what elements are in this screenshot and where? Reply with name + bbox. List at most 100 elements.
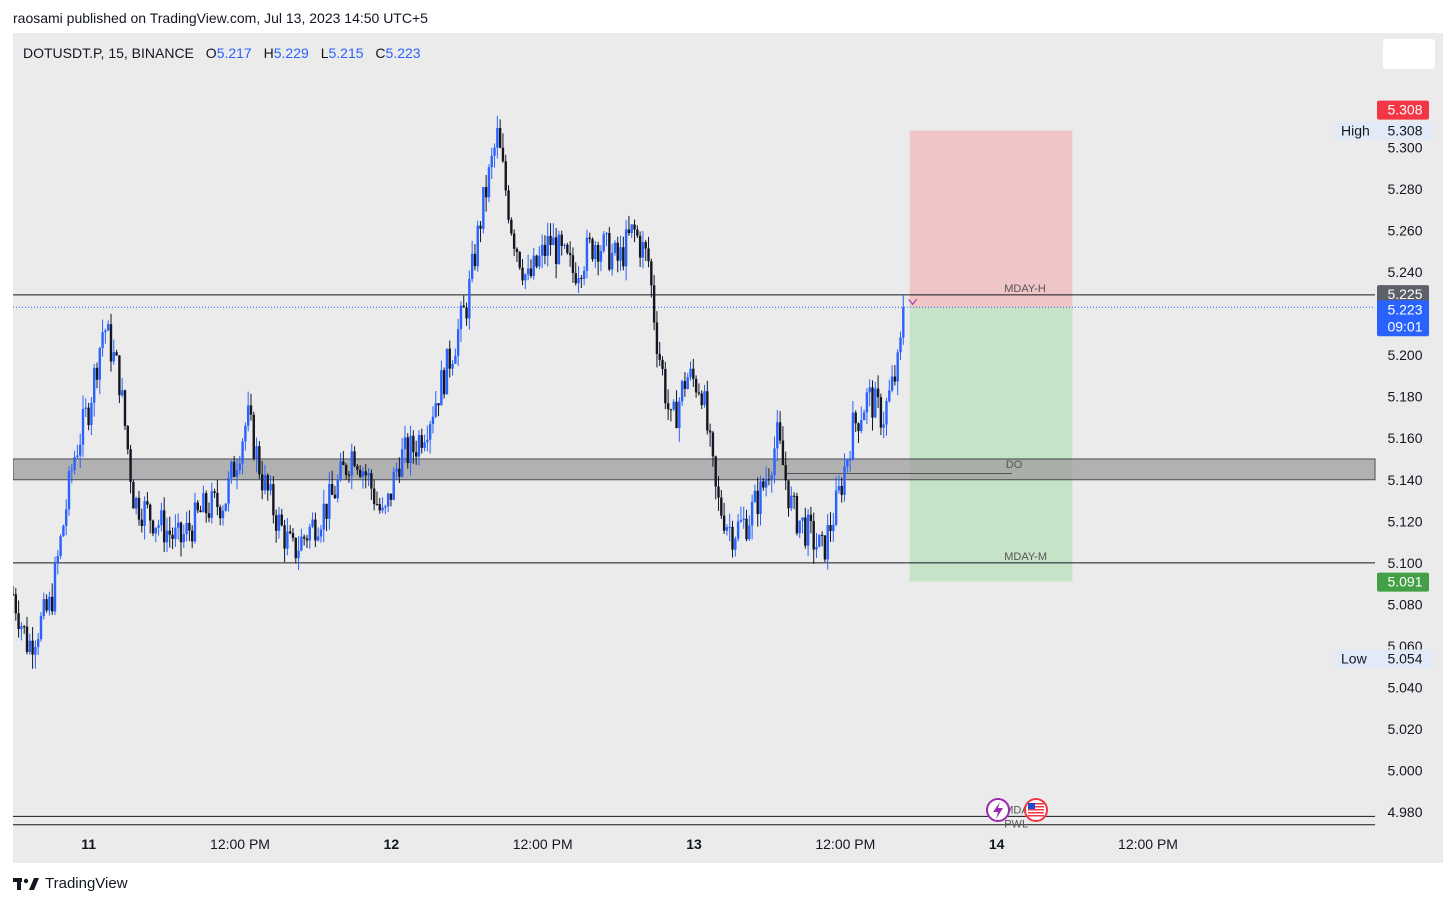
candle-body[interactable] xyxy=(703,391,706,406)
candle-body[interactable] xyxy=(717,486,720,498)
candle-body[interactable] xyxy=(42,599,45,617)
candle-body[interactable] xyxy=(896,352,899,382)
candle-body[interactable] xyxy=(711,432,715,457)
level-price-tag[interactable] xyxy=(1377,285,1429,305)
candle-body[interactable] xyxy=(557,234,561,265)
candle-body[interactable] xyxy=(692,368,695,379)
candle-body[interactable] xyxy=(448,348,451,369)
candle-body[interactable] xyxy=(641,242,645,258)
candle-body[interactable] xyxy=(344,464,348,475)
candle-body[interactable] xyxy=(501,147,505,162)
candle-body[interactable] xyxy=(756,490,759,515)
candle-body[interactable] xyxy=(658,353,661,360)
candle-body[interactable] xyxy=(440,370,443,406)
candle-body[interactable] xyxy=(750,501,754,526)
candle-body[interactable] xyxy=(840,486,843,495)
candle-body[interactable] xyxy=(112,352,115,362)
candle-body[interactable] xyxy=(661,359,664,369)
candle-body[interactable] xyxy=(630,224,633,234)
candle-body[interactable] xyxy=(549,235,552,246)
candle-body[interactable] xyxy=(347,474,351,476)
candle-body[interactable] xyxy=(115,352,118,356)
candle-body[interactable] xyxy=(655,322,659,354)
candle-body[interactable] xyxy=(664,368,667,404)
candle-body[interactable] xyxy=(132,481,135,509)
candle-body[interactable] xyxy=(196,502,199,511)
candle-body[interactable] xyxy=(860,420,863,432)
candle-body[interactable] xyxy=(358,469,362,477)
candle-body[interactable] xyxy=(412,435,415,453)
candle-body[interactable] xyxy=(826,524,829,560)
candle-body[interactable] xyxy=(736,521,740,539)
candle-body[interactable] xyxy=(742,518,745,521)
candle-body[interactable] xyxy=(879,397,883,428)
candle-body[interactable] xyxy=(622,247,625,267)
candle-body[interactable] xyxy=(479,225,482,229)
chart-menu-button[interactable] xyxy=(1383,39,1435,69)
candle-body[interactable] xyxy=(532,255,535,277)
candle-body[interactable] xyxy=(386,493,390,507)
candle-body[interactable] xyxy=(434,403,437,417)
candle-body[interactable] xyxy=(188,522,191,531)
candle-body[interactable] xyxy=(706,391,709,431)
candle-body[interactable] xyxy=(700,393,703,406)
candle-body[interactable] xyxy=(319,529,323,537)
candle-body[interactable] xyxy=(140,519,143,526)
candle-body[interactable] xyxy=(666,403,670,410)
candle-body[interactable] xyxy=(300,536,303,551)
candle-body[interactable] xyxy=(669,409,673,411)
candle-body[interactable] xyxy=(255,446,258,459)
candle-body[interactable] xyxy=(392,471,395,500)
candle-body[interactable] xyxy=(848,459,852,461)
candle-body[interactable] xyxy=(442,370,446,395)
candle-body[interactable] xyxy=(45,599,48,611)
candle-body[interactable] xyxy=(288,531,292,534)
candle-body[interactable] xyxy=(739,520,743,522)
candle-body[interactable] xyxy=(118,355,121,396)
candle-body[interactable] xyxy=(258,446,261,475)
candle-body[interactable] xyxy=(521,267,524,281)
candle-body[interactable] xyxy=(792,495,796,497)
price-chart[interactable]: DOMDAY-HMDAY-MMDAY-LPWL5.3405.3005.2805.… xyxy=(13,33,1443,863)
candle-body[interactable] xyxy=(832,524,835,532)
candle-body[interactable] xyxy=(342,461,345,465)
candle-body[interactable] xyxy=(263,475,267,491)
candle-body[interactable] xyxy=(644,242,647,249)
candle-body[interactable] xyxy=(820,534,824,536)
candle-body[interactable] xyxy=(325,503,328,519)
candle-body[interactable] xyxy=(591,239,594,260)
candle-body[interactable] xyxy=(305,538,309,541)
candle-body[interactable] xyxy=(543,244,547,256)
candle-body[interactable] xyxy=(624,229,628,267)
candle-body[interactable] xyxy=(322,503,325,530)
candle-body[interactable] xyxy=(148,504,152,521)
candle-body[interactable] xyxy=(885,401,888,425)
candle-body[interactable] xyxy=(389,493,393,500)
candle-body[interactable] xyxy=(781,440,785,466)
candle-body[interactable] xyxy=(398,468,401,477)
candle-body[interactable] xyxy=(330,483,334,495)
candle-body[interactable] xyxy=(280,514,283,526)
candle-body[interactable] xyxy=(160,510,163,526)
candle-body[interactable] xyxy=(308,526,311,541)
candle-body[interactable] xyxy=(563,244,566,246)
candle-body[interactable] xyxy=(182,534,185,543)
candle-body[interactable] xyxy=(496,128,499,148)
candle-body[interactable] xyxy=(353,451,356,467)
candle-body[interactable] xyxy=(801,517,804,521)
candle-body[interactable] xyxy=(356,466,359,470)
candle-body[interactable] xyxy=(146,501,149,505)
candle-body[interactable] xyxy=(241,441,244,464)
candle-body[interactable] xyxy=(370,473,373,489)
candle-body[interactable] xyxy=(367,473,370,476)
candle-body[interactable] xyxy=(734,538,737,550)
candle-body[interactable] xyxy=(157,525,160,528)
candle-body[interactable] xyxy=(795,495,799,534)
candle-body[interactable] xyxy=(218,507,222,519)
candle-body[interactable] xyxy=(748,525,751,540)
candle-body[interactable] xyxy=(540,244,544,256)
candle-body[interactable] xyxy=(78,444,82,456)
take-profit-zone[interactable] xyxy=(909,307,1073,582)
candle-body[interactable] xyxy=(767,479,771,481)
candle-body[interactable] xyxy=(129,449,132,482)
